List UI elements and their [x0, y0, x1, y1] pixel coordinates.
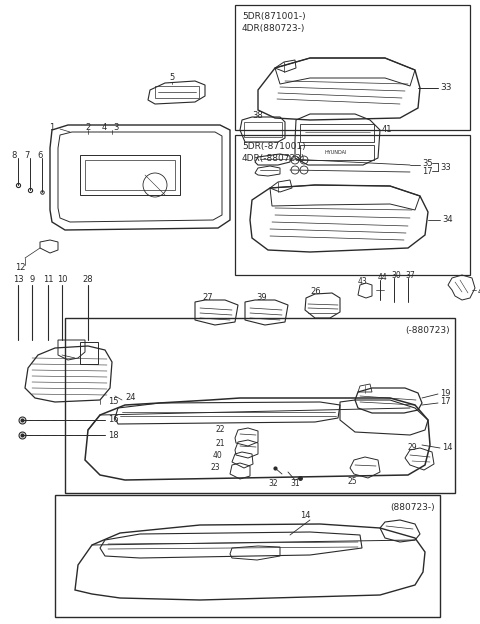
Text: 32: 32 [268, 479, 277, 489]
Text: 5: 5 [169, 74, 175, 82]
Text: 39: 39 [257, 293, 267, 301]
Text: 23: 23 [210, 464, 220, 472]
Text: 18: 18 [108, 431, 119, 439]
Text: 42: 42 [478, 288, 480, 296]
Text: 38: 38 [252, 110, 264, 120]
Text: 9: 9 [29, 276, 35, 285]
Text: 24: 24 [125, 394, 135, 402]
Text: 22: 22 [216, 426, 225, 434]
Bar [155, 86, 199, 98]
Text: 11: 11 [43, 276, 53, 285]
Text: 7: 7 [24, 150, 30, 160]
Text: 4: 4 [101, 122, 107, 132]
Text: 14: 14 [442, 442, 453, 452]
Text: 16: 16 [108, 416, 119, 424]
Text: 17: 17 [422, 167, 432, 175]
Bar [80, 155, 180, 195]
Text: 3: 3 [113, 122, 119, 132]
Text: 43: 43 [358, 278, 368, 286]
Bar [55, 495, 440, 617]
Bar [300, 124, 374, 142]
Text: 5DR(-871001)
4DR(-880723): 5DR(-871001) 4DR(-880723) [242, 142, 306, 163]
Text: 31: 31 [290, 479, 300, 489]
Text: 17: 17 [440, 397, 451, 406]
Text: (880723-): (880723-) [390, 503, 435, 512]
Text: 19: 19 [440, 389, 451, 397]
Text: 8: 8 [12, 150, 17, 160]
Text: 27: 27 [203, 293, 213, 301]
Text: 44: 44 [378, 273, 388, 283]
Text: 34: 34 [442, 215, 453, 223]
Bar [85, 160, 175, 190]
Text: 37: 37 [405, 271, 415, 281]
Bar [80, 342, 98, 364]
Text: 13: 13 [12, 276, 24, 285]
Text: 6: 6 [37, 150, 43, 160]
Text: 33: 33 [440, 162, 451, 172]
Text: 12: 12 [15, 263, 25, 273]
Text: 33: 33 [440, 84, 452, 92]
Text: 30: 30 [391, 271, 401, 281]
Bar [244, 122, 282, 137]
Text: (-880723): (-880723) [406, 326, 450, 335]
Text: 25: 25 [347, 477, 357, 487]
Text: 21: 21 [216, 439, 225, 449]
Text: 29: 29 [408, 444, 418, 452]
Text: 41: 41 [382, 125, 393, 135]
Text: 10: 10 [57, 276, 67, 285]
Bar [235, 5, 470, 130]
Bar [300, 145, 374, 160]
Text: 1: 1 [49, 122, 55, 132]
Text: 14: 14 [300, 512, 310, 520]
Text: 40: 40 [212, 452, 222, 461]
Text: 35: 35 [422, 158, 432, 167]
Text: 26: 26 [311, 288, 321, 296]
Bar [235, 135, 470, 275]
Text: 28: 28 [83, 276, 93, 285]
Text: HYUNDAI: HYUNDAI [325, 150, 347, 155]
Text: 2: 2 [85, 122, 91, 132]
Text: 5DR(871001-)
4DR(880723-): 5DR(871001-) 4DR(880723-) [242, 12, 306, 34]
Bar [65, 318, 455, 493]
Text: 15: 15 [108, 397, 119, 406]
